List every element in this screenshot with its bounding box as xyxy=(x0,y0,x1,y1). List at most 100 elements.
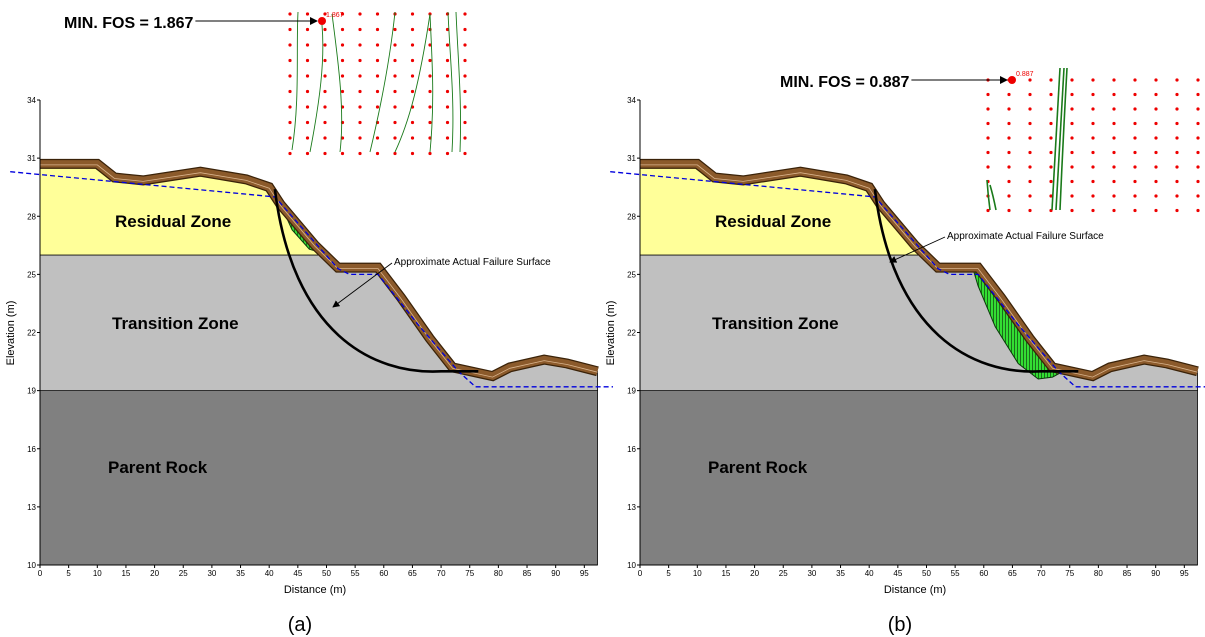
grid-center xyxy=(358,27,362,32)
grid-center xyxy=(1133,121,1137,126)
grid-center xyxy=(1133,92,1137,97)
min-fos-point-label: 0.887 xyxy=(1016,71,1034,78)
grid-center xyxy=(1112,179,1116,184)
grid-center xyxy=(1049,136,1053,140)
x-tick-label: 60 xyxy=(379,569,388,578)
min-fos-point xyxy=(318,17,326,25)
x-tick-label: 50 xyxy=(922,569,931,578)
grid-center xyxy=(1091,165,1095,169)
grid-center xyxy=(1133,78,1137,82)
grid-center xyxy=(463,74,467,78)
water-table xyxy=(10,171,613,388)
zone-label: Transition Zone xyxy=(712,314,839,333)
grid-center xyxy=(428,43,432,47)
grid-center xyxy=(463,27,467,32)
grid-center xyxy=(1070,194,1074,198)
grid-center xyxy=(1196,92,1200,97)
x-tick-label: 25 xyxy=(179,569,188,578)
grid-center xyxy=(393,136,397,140)
grid-center xyxy=(1112,194,1116,198)
grid-center xyxy=(1007,121,1011,126)
y-tick-label: 34 xyxy=(27,96,36,105)
grid-center xyxy=(288,12,292,16)
grid-center xyxy=(1091,136,1095,140)
grid-center xyxy=(305,120,310,125)
grid-center xyxy=(445,12,450,16)
grid-center xyxy=(393,58,397,63)
min-fos-label: MIN. FOS = 0.887 xyxy=(780,74,909,91)
grid-center xyxy=(375,136,380,140)
grid-center xyxy=(1070,179,1074,184)
fos-contour xyxy=(309,24,324,153)
grid-center xyxy=(1007,92,1011,97)
grid-center xyxy=(340,12,345,16)
grid-center xyxy=(340,58,345,63)
grid-center xyxy=(986,92,990,97)
grid-center xyxy=(1091,208,1095,213)
grid-center xyxy=(1133,208,1137,213)
grid-center xyxy=(1133,179,1137,184)
x-tick-label: 40 xyxy=(265,569,274,578)
grid-center xyxy=(288,136,292,140)
grid-center xyxy=(1091,92,1095,97)
grid-center xyxy=(358,43,362,47)
grid-center xyxy=(305,74,310,78)
grid-center xyxy=(1070,136,1074,140)
x-axis-label: Distance (m) xyxy=(884,584,946,596)
y-tick-label: 16 xyxy=(27,445,36,454)
grid-center xyxy=(323,105,327,109)
x-tick-label: 30 xyxy=(207,569,216,578)
grid-center xyxy=(288,89,292,94)
grid-center xyxy=(986,165,990,169)
grid-center xyxy=(410,120,415,125)
grid-center xyxy=(1049,194,1053,198)
x-tick-label: 80 xyxy=(494,569,503,578)
grid-center xyxy=(375,27,380,32)
x-tick-label: 30 xyxy=(807,569,816,578)
grid-center xyxy=(1196,136,1200,140)
panel: 10 13 16 19 22 25 28 31 34 0 5 10 15 20 25 30 35 40 45 50 55… xyxy=(5,11,613,636)
y-tick-label: 22 xyxy=(27,329,36,338)
grid-center xyxy=(445,151,450,156)
parent-rock xyxy=(639,390,1198,566)
actual-failure-surface xyxy=(873,188,1079,373)
grid-center xyxy=(1091,150,1095,155)
grid-center xyxy=(1007,208,1011,213)
grid-center xyxy=(463,105,467,109)
grid-center xyxy=(428,151,432,156)
parent-rock xyxy=(39,390,598,566)
grid-center xyxy=(410,136,415,140)
annotation-arrow xyxy=(332,262,393,308)
grid-center xyxy=(1112,136,1116,140)
grid-center xyxy=(1049,78,1053,82)
fos-contour xyxy=(447,11,454,153)
grid-center xyxy=(1091,78,1095,82)
grid-center xyxy=(358,136,362,140)
annotation: Approximate Actual Failure Surface xyxy=(394,257,551,268)
fos-contour xyxy=(1059,67,1068,211)
grid-center xyxy=(1070,165,1074,169)
grid-center xyxy=(1133,165,1137,169)
grid-center xyxy=(393,89,397,94)
y-tick-label: 10 xyxy=(627,561,636,570)
y-axis-label: Elevation (m) xyxy=(5,301,17,366)
zone-label: Residual Zone xyxy=(715,212,831,231)
grid-center xyxy=(1154,179,1158,184)
fos-contour xyxy=(989,184,997,211)
fos-contour xyxy=(369,11,396,153)
x-tick-label: 85 xyxy=(1123,569,1132,578)
grid-center xyxy=(305,89,310,94)
grid-center xyxy=(305,58,310,63)
grid-center xyxy=(986,136,990,140)
grid-center xyxy=(1049,150,1053,155)
grid-center xyxy=(1007,165,1011,169)
y-tick-label: 34 xyxy=(627,96,636,105)
x-tick-label: 15 xyxy=(121,569,130,578)
zone-label: Parent Rock xyxy=(708,458,808,477)
x-tick-label: 90 xyxy=(551,569,560,578)
grid-center xyxy=(1070,208,1074,213)
grid-center xyxy=(1049,121,1053,126)
grid-center xyxy=(410,89,415,94)
grid-center xyxy=(463,120,467,125)
grid-center xyxy=(323,120,327,125)
